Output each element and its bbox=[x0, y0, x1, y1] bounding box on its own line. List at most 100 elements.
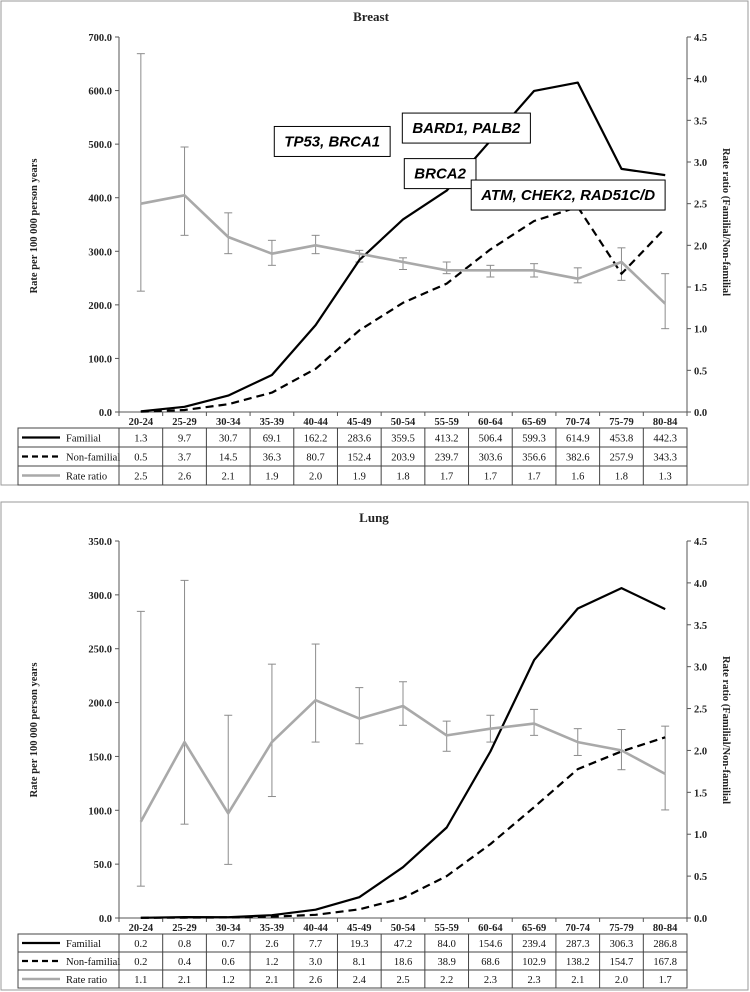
breast-table-cell: 14.5 bbox=[219, 453, 237, 464]
breast-left-tick-label: 400.0 bbox=[88, 194, 112, 205]
breast-chart: Breast Rate per 100 000 person years Rat… bbox=[17, 9, 731, 486]
lung-table-cell: 1.7 bbox=[659, 975, 672, 986]
lung-table-cell: 154.6 bbox=[479, 939, 503, 950]
breast-table-cell: 356.6 bbox=[522, 453, 546, 464]
lung-right-axis-label: Rate ratio (Familial/Non-familial bbox=[720, 656, 731, 804]
breast-left-tick-label: 300.0 bbox=[88, 247, 112, 258]
breast-table-cell: 2.1 bbox=[222, 472, 235, 483]
lung-left-tick-label: 250.0 bbox=[88, 645, 112, 656]
breast-table-cell: 442.3 bbox=[653, 434, 677, 445]
breast-table-cell: 2.0 bbox=[309, 472, 322, 483]
lung-right-tick-label: 0.5 bbox=[694, 872, 707, 883]
lung-x-tick-label: 20-24 bbox=[129, 923, 154, 934]
breast-right-tick-label: 2.0 bbox=[694, 241, 707, 252]
breast-left-tick-label: 0.0 bbox=[99, 408, 112, 419]
breast-x-tick-label: 20-24 bbox=[129, 417, 154, 428]
lung-table-cell: 287.3 bbox=[566, 939, 590, 950]
lung-legend-familial-label: Familial bbox=[66, 939, 101, 950]
breast-table-cell: 1.6 bbox=[571, 472, 584, 483]
breast-table-cell: 1.7 bbox=[440, 472, 453, 483]
breast-table-cell: 1.3 bbox=[134, 434, 147, 445]
breast-x-tick-label: 65-69 bbox=[522, 417, 547, 428]
lung-table-cell: 0.2 bbox=[134, 939, 147, 950]
lung-table-cell: 2.6 bbox=[265, 939, 278, 950]
lung-table-cell: 0.7 bbox=[222, 939, 235, 950]
breast-table-cell: 1.9 bbox=[265, 472, 278, 483]
breast-table-cell: 382.6 bbox=[566, 453, 590, 464]
lung-right-tick-label: 0.0 bbox=[694, 914, 707, 925]
breast-right-tick-label: 3.5 bbox=[694, 116, 707, 127]
breast-table-cell: 599.3 bbox=[522, 434, 546, 445]
breast-right-axis-label: Rate ratio (Familial/Non-familial bbox=[720, 148, 731, 296]
lung-table-cell: 68.6 bbox=[481, 957, 499, 968]
lung-table-cell: 2.1 bbox=[265, 975, 278, 986]
lung-x-tick-label: 35-39 bbox=[260, 923, 285, 934]
breast-left-tick-label: 700.0 bbox=[88, 33, 112, 44]
breast-legend-familial-label: Familial bbox=[66, 434, 101, 445]
lung-non-familial-line bbox=[140, 736, 666, 919]
lung-right-tick-label: 4.0 bbox=[694, 579, 707, 590]
breast-table-cell: 162.2 bbox=[304, 434, 328, 445]
breast-table-cell: 1.8 bbox=[615, 472, 628, 483]
breast-non-familial-line bbox=[140, 205, 666, 413]
lung-left-axis-label: Rate per 100 000 person years bbox=[29, 663, 40, 798]
lung-right-tick-label: 1.0 bbox=[694, 830, 707, 841]
breast-table-cell: 453.8 bbox=[610, 434, 634, 445]
lung-right-tick-label: 3.5 bbox=[694, 621, 707, 632]
lung-table-cell: 167.8 bbox=[653, 957, 677, 968]
lung-left-tick-label: 0.0 bbox=[99, 914, 112, 925]
lung-table-cell: 1.2 bbox=[222, 975, 235, 986]
breast-table-cell: 359.5 bbox=[391, 434, 415, 445]
breast-x-tick-label: 75-79 bbox=[609, 417, 634, 428]
breast-table-cell: 257.9 bbox=[610, 453, 634, 464]
lung-table-cell: 2.5 bbox=[396, 975, 409, 986]
lung-table-cell: 8.1 bbox=[353, 957, 366, 968]
lung-table-cell: 286.8 bbox=[653, 939, 677, 950]
breast-left-axis-label: Rate per 100 000 person years bbox=[29, 159, 40, 294]
lung-x-tick-label: 55-59 bbox=[434, 923, 459, 934]
lung-table-cell: 18.6 bbox=[394, 957, 412, 968]
breast-table-cell: 239.7 bbox=[435, 453, 459, 464]
breast-left-tick-label: 600.0 bbox=[88, 87, 112, 98]
breast-x-tick-label: 30-34 bbox=[216, 417, 241, 428]
breast-right-tick-label: 1.5 bbox=[694, 283, 707, 294]
breast-chart-title: Breast bbox=[353, 9, 390, 24]
lung-table-cell: 3.0 bbox=[309, 957, 322, 968]
lung-x-tick-label: 30-34 bbox=[216, 923, 241, 934]
breast-legend-non-familial-label: Non-familial bbox=[66, 453, 120, 464]
breast-annotation-box bbox=[273, 125, 391, 157]
breast-table-cell: 614.9 bbox=[566, 434, 590, 445]
lung-table-cell: 84.0 bbox=[438, 939, 456, 950]
breast-annotation-box bbox=[401, 112, 531, 144]
lung-table-cell: 2.6 bbox=[309, 975, 322, 986]
lung-table-cell: 0.8 bbox=[178, 939, 191, 950]
breast-right-tick-label: 1.0 bbox=[694, 325, 707, 336]
breast-annotation-text: BARD1, PALB2 bbox=[412, 120, 521, 137]
breast-table-cell: 1.7 bbox=[528, 472, 541, 483]
lung-x-tick-label: 75-79 bbox=[609, 923, 634, 934]
breast-table-cell: 203.9 bbox=[391, 453, 415, 464]
breast-right-tick-label: 0.5 bbox=[694, 366, 707, 377]
breast-table-cell: 413.2 bbox=[435, 434, 459, 445]
lung-x-tick-label: 80-84 bbox=[653, 923, 678, 934]
breast-x-tick-label: 35-39 bbox=[260, 417, 285, 428]
lung-table-cell: 306.3 bbox=[610, 939, 634, 950]
lung-x-tick-label: 65-69 bbox=[522, 923, 547, 934]
lung-table-cell: 138.2 bbox=[566, 957, 590, 968]
breast-annotation-box bbox=[470, 179, 666, 211]
breast-x-tick-label: 80-84 bbox=[653, 417, 678, 428]
lung-left-tick-label: 200.0 bbox=[88, 699, 112, 710]
lung-table-cell: 2.3 bbox=[484, 975, 497, 986]
lung-chart: Lung Rate per 100 000 person years Rate … bbox=[17, 510, 731, 989]
breast-table-cell: 0.5 bbox=[134, 453, 147, 464]
lung-left-tick-label: 50.0 bbox=[94, 860, 112, 871]
breast-annotation-text: ATM, CHEK2, RAD51C/D bbox=[480, 187, 655, 204]
lung-table-cell: 2.4 bbox=[353, 975, 367, 986]
breast-annotation-text: BRCA2 bbox=[414, 166, 466, 183]
lung-table-cell: 19.3 bbox=[350, 939, 368, 950]
lung-left-tick-label: 150.0 bbox=[88, 752, 112, 763]
lung-right-tick-label: 1.5 bbox=[694, 788, 707, 799]
lung-table-cell: 154.7 bbox=[610, 957, 634, 968]
lung-x-tick-label: 60-64 bbox=[478, 923, 503, 934]
breast-table-cell: 1.3 bbox=[659, 472, 672, 483]
